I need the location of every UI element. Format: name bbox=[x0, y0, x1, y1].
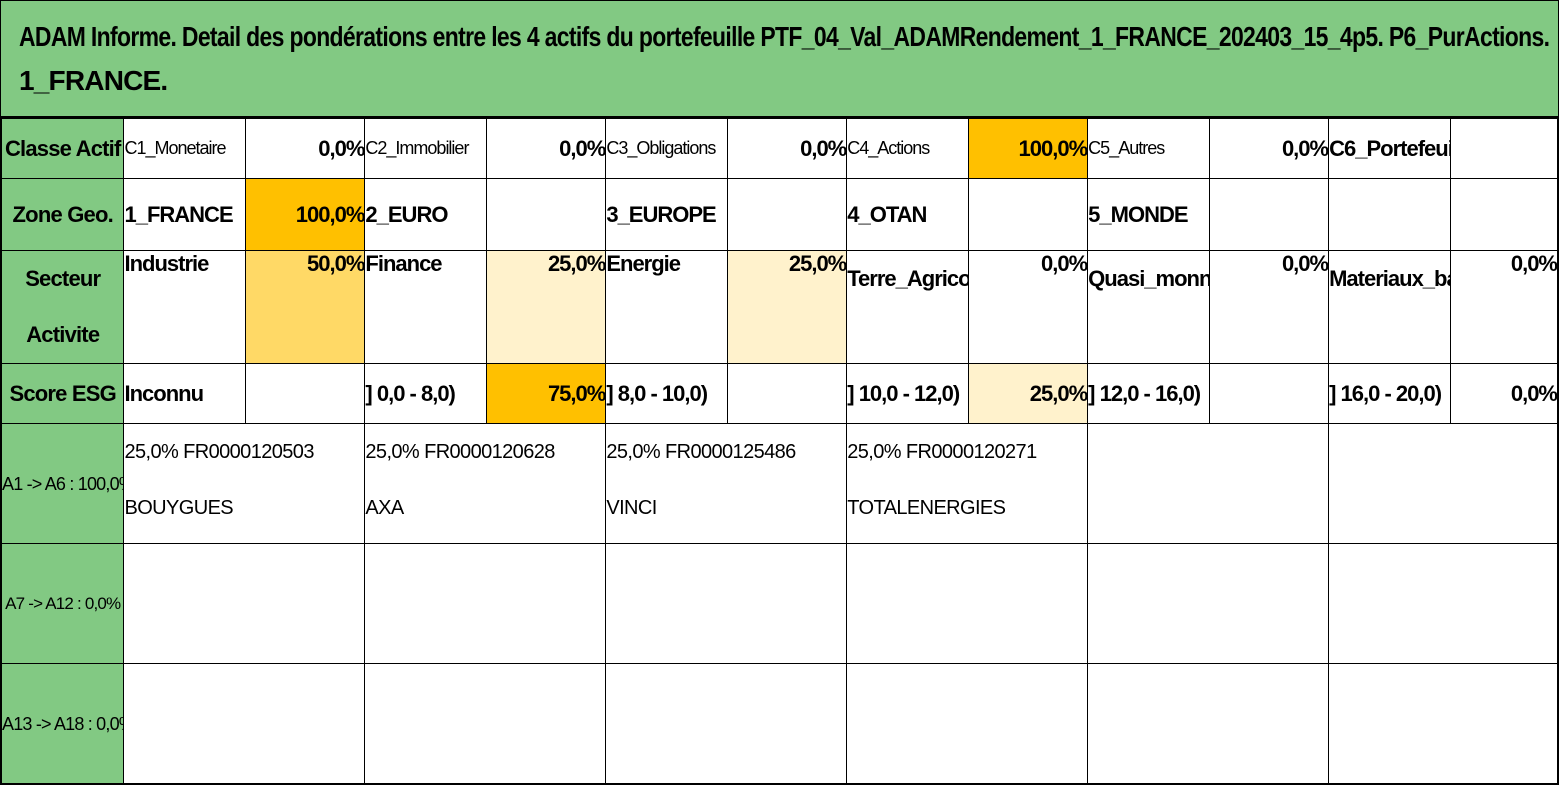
row-header-assets-a13-a18: A13 -> A18 : 0,0% bbox=[0, 663, 125, 784]
secteur-label: Quasi_monnaie bbox=[1087, 250, 1210, 364]
classe-label: C3_Obligations bbox=[605, 118, 728, 179]
zone-label bbox=[1328, 178, 1451, 251]
secteur-value: 0,0% bbox=[1208, 250, 1330, 364]
row-secteur: Secteur Activite Industrie 50,0% Finance… bbox=[0, 250, 1559, 364]
zone-label: 3_EUROPE bbox=[605, 178, 728, 251]
classe-label: C2_Immobilier bbox=[364, 118, 487, 179]
asset-cell-empty bbox=[605, 663, 848, 784]
row-header-secteur: Secteur Activite bbox=[0, 250, 125, 364]
secteur-label: Industrie bbox=[123, 250, 246, 364]
asset-cell: 25,0% FR0000120271 TOTALENERGIES bbox=[846, 423, 1089, 544]
secteur-label: Terre_Agricole bbox=[846, 250, 969, 364]
esg-value: 25,0% bbox=[967, 363, 1089, 424]
row-zone-geo: Zone Geo. 1_FRANCE 100,0% 2_EURO 3_EUROP… bbox=[0, 178, 1559, 251]
esg-label: Inconnu bbox=[123, 363, 246, 424]
esg-label: ] 10,0 - 12,0) bbox=[846, 363, 969, 424]
asset-cell-empty bbox=[1328, 423, 1558, 544]
zone-value bbox=[1449, 178, 1559, 251]
zone-value bbox=[1208, 178, 1330, 251]
zone-label: 4_OTAN bbox=[846, 178, 969, 251]
secteur-label: Materiaux_base bbox=[1328, 250, 1451, 364]
row-header-score-esg: Score ESG bbox=[0, 363, 125, 424]
zone-label: 1_FRANCE bbox=[123, 178, 246, 251]
row-header-zone-geo: Zone Geo. bbox=[0, 178, 125, 251]
esg-label: ] 16,0 - 20,0) bbox=[1328, 363, 1451, 424]
classe-label: C6_Portefeuill bbox=[1328, 118, 1451, 179]
asset-weight-isin: 25,0% FR0000120628 bbox=[365, 441, 555, 463]
row-header-assets-a1-a6: A1 -> A6 : 100,0% bbox=[0, 423, 125, 544]
asset-weight-isin: 25,0% FR0000125486 bbox=[606, 441, 796, 463]
asset-cell: 25,0% FR0000120503 BOUYGUES bbox=[123, 423, 366, 544]
weights-table: Classe Actif C1_Monetaire 0,0% C2_Immobi… bbox=[0, 118, 1559, 784]
zone-value bbox=[967, 178, 1089, 251]
row-score-esg: Score ESG Inconnu ] 0,0 - 8,0) 75,0% ] 8… bbox=[0, 363, 1559, 424]
asset-cell-empty bbox=[846, 663, 1089, 784]
secteur-label: Energie bbox=[605, 250, 728, 364]
secteur-label: Finance bbox=[364, 250, 487, 364]
asset-cell-empty bbox=[846, 543, 1089, 664]
classe-value bbox=[1449, 118, 1559, 179]
esg-value bbox=[244, 363, 366, 424]
classe-value: 100,0% bbox=[967, 118, 1089, 179]
classe-label: C1_Monetaire bbox=[123, 118, 246, 179]
asset-name: BOUYGUES bbox=[124, 497, 234, 519]
zone-label: 2_EURO bbox=[364, 178, 487, 251]
zone-value bbox=[726, 178, 848, 251]
report-title-line1: ADAM Informe. Detail des pondérations en… bbox=[19, 21, 1550, 52]
classe-label: C5_Autres bbox=[1087, 118, 1210, 179]
zone-label: 5_MONDE bbox=[1087, 178, 1210, 251]
report-title: ADAM Informe. Detail des pondérations en… bbox=[1, 1, 1558, 118]
classe-value: 0,0% bbox=[485, 118, 607, 179]
asset-cell-empty bbox=[1087, 663, 1330, 784]
esg-value: 0,0% bbox=[1449, 363, 1559, 424]
asset-cell-empty bbox=[123, 663, 366, 784]
esg-value bbox=[726, 363, 848, 424]
row-header-assets-a7-a12: A7 -> A12 : 0,0% bbox=[0, 543, 125, 664]
report-title-line2: 1_FRANCE. bbox=[19, 65, 168, 96]
classe-value: 0,0% bbox=[244, 118, 366, 179]
asset-cell: 25,0% FR0000125486 VINCI bbox=[605, 423, 848, 544]
zone-value: 100,0% bbox=[244, 178, 366, 251]
asset-cell-empty bbox=[364, 663, 607, 784]
asset-cell-empty bbox=[1087, 543, 1330, 664]
row-classe-actif: Classe Actif C1_Monetaire 0,0% C2_Immobi… bbox=[0, 118, 1559, 179]
asset-cell-empty bbox=[1328, 663, 1558, 784]
row-assets-a7-a12: A7 -> A12 : 0,0% bbox=[0, 543, 1558, 664]
row-assets-a1-a6: A1 -> A6 : 100,0% 25,0% FR0000120503 BOU… bbox=[0, 423, 1558, 544]
secteur-value: 25,0% bbox=[726, 250, 848, 364]
asset-cell-empty bbox=[605, 543, 848, 664]
asset-cell-empty bbox=[1328, 543, 1558, 664]
asset-name: TOTALENERGIES bbox=[847, 497, 1006, 519]
secteur-value: 25,0% bbox=[485, 250, 607, 364]
asset-cell-empty bbox=[123, 543, 366, 664]
asset-cell-empty bbox=[1087, 423, 1330, 544]
zone-value bbox=[485, 178, 607, 251]
classe-value: 0,0% bbox=[726, 118, 848, 179]
esg-label: ] 0,0 - 8,0) bbox=[364, 363, 487, 424]
esg-label: ] 12,0 - 16,0) bbox=[1087, 363, 1210, 424]
classe-value: 0,0% bbox=[1208, 118, 1330, 179]
esg-label: ] 8,0 - 10,0) bbox=[605, 363, 728, 424]
secteur-value: 0,0% bbox=[967, 250, 1089, 364]
row-assets-a13-a18: A13 -> A18 : 0,0% bbox=[0, 663, 1558, 784]
asset-name: VINCI bbox=[606, 497, 657, 519]
esg-value bbox=[1208, 363, 1330, 424]
secteur-value: 50,0% bbox=[244, 250, 366, 364]
asset-weight-isin: 25,0% FR0000120271 bbox=[847, 441, 1037, 463]
asset-cell-empty bbox=[364, 543, 607, 664]
row-header-classe-actif: Classe Actif bbox=[0, 118, 125, 179]
esg-value: 75,0% bbox=[485, 363, 607, 424]
secteur-value: 0,0% bbox=[1449, 250, 1559, 364]
asset-cell: 25,0% FR0000120628 AXA bbox=[364, 423, 607, 544]
asset-name: AXA bbox=[365, 497, 404, 519]
asset-weight-isin: 25,0% FR0000120503 bbox=[124, 441, 314, 463]
classe-label: C4_Actions bbox=[846, 118, 969, 179]
